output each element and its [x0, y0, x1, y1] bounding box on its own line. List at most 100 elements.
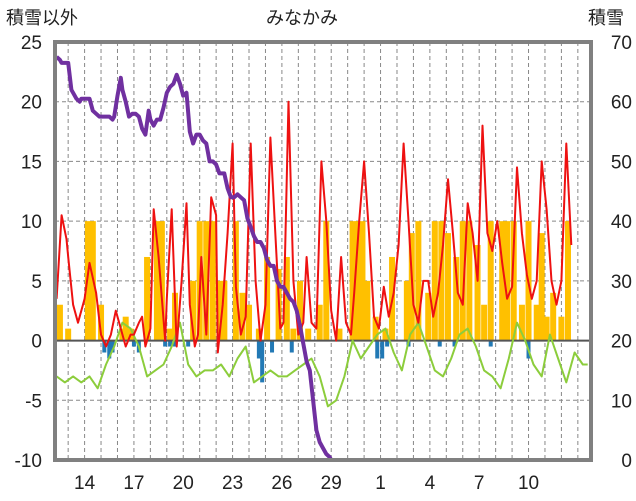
precipitation-bar [246, 304, 253, 341]
precipitation-bar [122, 316, 129, 341]
precipitation-bar [283, 256, 290, 341]
precipitation-bar [558, 316, 565, 341]
precipitation-bar [504, 221, 511, 341]
sunshine-bar [131, 340, 136, 347]
precipitation-bar [382, 328, 389, 341]
xtick-label: 17 [123, 473, 144, 494]
sunshine-bar [380, 340, 385, 359]
precipitation-bar [98, 304, 105, 341]
precipitation-bar [305, 328, 312, 341]
precipitation-bar [190, 280, 197, 341]
xtick-label: 1 [375, 473, 386, 494]
left-ytick-label: -5 [25, 391, 42, 412]
precipitation-bar [564, 221, 571, 341]
precipitation-bar [296, 280, 303, 341]
precipitation-bar [459, 221, 466, 341]
precipitation-bar [264, 256, 271, 341]
sunshine-bar [488, 340, 493, 347]
precipitation-bar [323, 221, 330, 341]
precipitation-bar [487, 221, 494, 341]
right-ytick-label: 0 [621, 451, 632, 472]
chart-title: みなかみ [266, 8, 338, 29]
precipitation-bar [216, 280, 223, 341]
sunshine-bar [452, 340, 457, 347]
sunshine-bar [256, 340, 261, 359]
precipitation-bar [499, 221, 506, 341]
xtick-label: 26 [271, 473, 292, 494]
left-ytick-label: 25 [21, 33, 42, 54]
sunshine-bar [385, 340, 390, 347]
xtick-label: 7 [474, 473, 485, 494]
precipitation-bar [153, 221, 160, 341]
xtick-label: 20 [173, 473, 194, 494]
precipitation-bar [336, 328, 343, 341]
precipitation-bar [56, 304, 63, 341]
sunshine-bar [375, 340, 380, 359]
precipitation-bar [221, 280, 228, 341]
precipitation-bar [550, 292, 557, 341]
precipitation-bar [144, 256, 151, 341]
sunshine-bar [168, 340, 173, 347]
precipitation-bar [466, 221, 473, 341]
xtick-label: 14 [74, 473, 96, 494]
series-line-green [56, 321, 588, 408]
precipitation-bar [538, 233, 545, 341]
right-ytick-label: 30 [611, 272, 632, 293]
precipitation-bar [438, 221, 445, 341]
right-ytick-label: 70 [611, 33, 632, 54]
sunshine-bar [163, 340, 168, 347]
right-ytick-label: 60 [611, 93, 632, 114]
precipitation-bar [255, 328, 262, 341]
precipitation-bar [453, 256, 460, 341]
precipitation-bar [444, 233, 451, 341]
line-layer [55, 55, 591, 462]
xtick-label: 4 [425, 473, 436, 494]
xtick-label: 29 [321, 473, 342, 494]
precipitation-bar [349, 221, 356, 341]
precipitation-bar [425, 292, 432, 341]
precipitation-bar [65, 328, 72, 341]
precipitation-bar [372, 316, 379, 341]
left-ytick-label: 10 [21, 212, 42, 233]
precipitation-bar [167, 328, 174, 341]
sunshine-bar [186, 340, 191, 347]
series-line-red [55, 100, 573, 354]
precipitation-bar [209, 221, 216, 341]
precipitation-bar [474, 245, 481, 341]
left-ytick-label: 5 [31, 272, 42, 293]
precipitation-bar [354, 221, 361, 341]
precipitation-bar [518, 304, 525, 341]
sunshine-bar [107, 340, 112, 359]
left-ytick-label: 20 [21, 93, 42, 114]
precipitation-bar [415, 221, 422, 341]
xtick-label: 23 [222, 473, 243, 494]
precipitation-bar [290, 328, 297, 341]
precipitation-bar [359, 221, 366, 341]
precipitation-bar [239, 292, 246, 341]
sunshine-bar [260, 340, 265, 383]
xtick-label: 10 [518, 473, 539, 494]
bar-layer [56, 221, 571, 383]
plot-frame [53, 40, 593, 462]
sunshine-bar [289, 340, 294, 353]
sunshine-bar [110, 340, 115, 353]
right-ytick-label: 10 [611, 391, 632, 412]
right-axis-title: 積雪 [588, 8, 624, 29]
precipitation-bar [431, 221, 438, 341]
sunshine-bar [270, 340, 275, 353]
gridlines [55, 42, 591, 460]
left-ytick-label: 15 [21, 152, 42, 173]
right-ytick-label: 40 [611, 212, 632, 233]
left-axis-title: 積雪以外 [6, 8, 78, 29]
precipitation-bar [533, 304, 540, 341]
precipitation-bar [158, 221, 165, 341]
precipitation-bar [403, 280, 410, 341]
precipitation-bar [364, 280, 371, 341]
right-ytick-label: 20 [611, 332, 632, 353]
left-ytick-label: 0 [31, 332, 42, 353]
precipitation-bar [510, 221, 517, 341]
left-ytick-label: -10 [15, 451, 42, 472]
precipitation-bar [316, 304, 323, 341]
sunshine-bar [102, 340, 107, 353]
